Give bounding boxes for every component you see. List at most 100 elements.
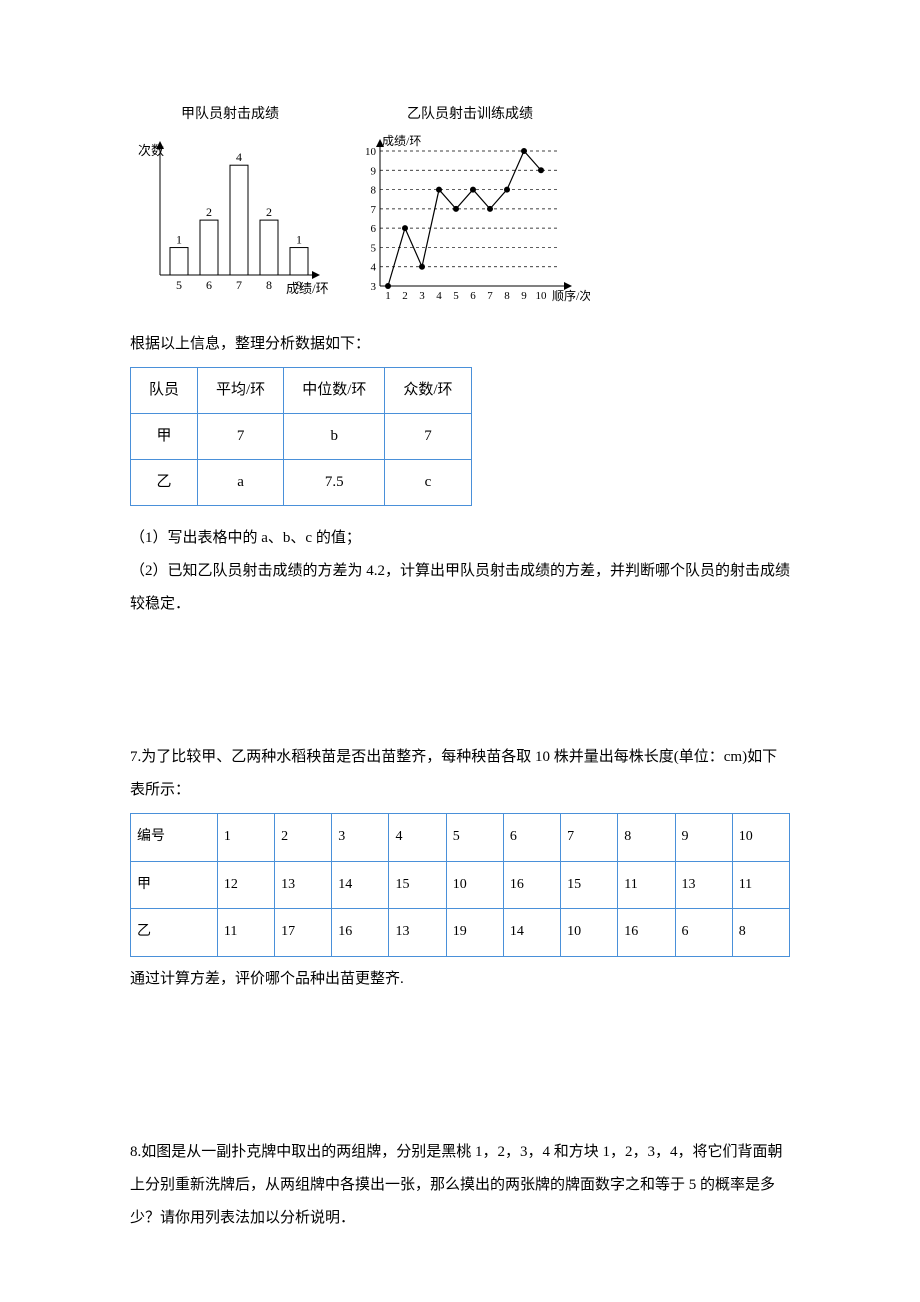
stats-h1: 平均/环: [198, 367, 284, 413]
svg-text:2: 2: [402, 290, 408, 302]
cell: 编号: [131, 813, 218, 861]
cell: 乙: [131, 459, 198, 505]
svg-text:1: 1: [385, 290, 391, 302]
stats-h3: 众数/环: [385, 367, 471, 413]
intro-text: 根据以上信息，整理分析数据如下：: [130, 328, 790, 361]
svg-text:4: 4: [436, 290, 442, 302]
svg-text:5: 5: [453, 290, 459, 302]
cell: 16: [503, 861, 560, 909]
cell: 7: [198, 413, 284, 459]
svg-text:9: 9: [296, 278, 302, 292]
stats-h2: 中位数/环: [284, 367, 385, 413]
stats-header-row: 队员 平均/环 中位数/环 众数/环: [131, 367, 472, 413]
cell: 甲: [131, 413, 198, 459]
svg-text:6: 6: [371, 223, 377, 235]
cell: 11: [618, 861, 675, 909]
q8-line: 8.如图是从一副扑克牌中取出的两组牌，分别是黑桃 1，2，3，4 和方块 1，2…: [130, 1136, 790, 1235]
svg-text:8: 8: [266, 278, 272, 292]
cell: 10: [732, 813, 789, 861]
svg-text:6: 6: [206, 278, 212, 292]
table-row: 编号12345678910: [131, 813, 790, 861]
svg-text:1: 1: [176, 232, 182, 246]
svg-text:2: 2: [206, 205, 212, 219]
cell: b: [284, 413, 385, 459]
q7-text2: 通过计算方差，评价哪个品种出苗更整齐.: [130, 963, 790, 996]
svg-text:成绩/环: 成绩/环: [286, 281, 329, 296]
stats-h0: 队员: [131, 367, 198, 413]
cell: 3: [332, 813, 389, 861]
cell: 16: [332, 909, 389, 957]
q7-line1: 7.为了比较甲、乙两种水稻秧苗是否出苗整齐，每种秧苗各取 10 株并量出每株长度…: [130, 741, 790, 807]
stats-row-1: 乙 a 7.5 c: [131, 459, 472, 505]
svg-text:7: 7: [371, 204, 377, 216]
chart1-title: 甲队员射击成绩: [130, 100, 330, 131]
cell: 19: [446, 909, 503, 957]
cell: 10: [561, 909, 618, 957]
cell: 5: [446, 813, 503, 861]
spacer: [130, 621, 790, 741]
cell: 1: [217, 813, 274, 861]
cell: 11: [732, 861, 789, 909]
cell: 16: [618, 909, 675, 957]
cell: 7.5: [284, 459, 385, 505]
svg-text:4: 4: [236, 150, 242, 164]
svg-text:9: 9: [371, 165, 377, 177]
cell: 15: [389, 861, 446, 909]
line-chart: 乙队员射击训练成绩 成绩/环顺序/次34567891012345678910: [350, 100, 590, 308]
q8-text: 如图是从一副扑克牌中取出的两组牌，分别是黑桃 1，2，3，4 和方块 1，2，3…: [130, 1144, 783, 1226]
cell: 乙: [131, 909, 218, 957]
svg-text:成绩/环: 成绩/环: [382, 134, 421, 148]
cell: 6: [675, 909, 732, 957]
cell: 8: [732, 909, 789, 957]
q6-part1: （1）写出表格中的 a、b、c 的值；: [130, 522, 790, 555]
cell: 10: [446, 861, 503, 909]
svg-text:3: 3: [419, 290, 425, 302]
data-table: 编号12345678910甲12131415101615111311乙11171…: [130, 813, 790, 957]
q7-prefix: 7.: [130, 749, 141, 765]
cell: 2: [275, 813, 332, 861]
spacer: [130, 996, 790, 1136]
svg-text:1: 1: [296, 232, 302, 246]
cell: 12: [217, 861, 274, 909]
svg-text:9: 9: [521, 290, 527, 302]
stats-table: 队员 平均/环 中位数/环 众数/环 甲 7 b 7 乙 a 7.5 c: [130, 367, 472, 506]
q6-part2: （2）已知乙队员射击成绩的方差为 4.2，计算出甲队员射击成绩的方差，并判断哪个…: [130, 555, 790, 621]
svg-text:2: 2: [266, 205, 272, 219]
bar-chart-svg: 次数成绩/环1526472819: [130, 133, 330, 303]
svg-text:8: 8: [371, 184, 377, 196]
svg-text:6: 6: [470, 290, 476, 302]
bar-chart: 甲队员射击成绩 次数成绩/环1526472819: [130, 100, 330, 308]
cell: 7: [561, 813, 618, 861]
cell: 17: [275, 909, 332, 957]
cell: c: [385, 459, 471, 505]
cell: 14: [503, 909, 560, 957]
chart2-title: 乙队员射击训练成绩: [350, 100, 590, 131]
stats-row-0: 甲 7 b 7: [131, 413, 472, 459]
cell: 11: [217, 909, 274, 957]
svg-text:3: 3: [371, 281, 377, 293]
cell: 甲: [131, 861, 218, 909]
cell: 14: [332, 861, 389, 909]
cell: 15: [561, 861, 618, 909]
svg-text:5: 5: [176, 278, 182, 292]
cell: 13: [389, 909, 446, 957]
svg-text:8: 8: [504, 290, 510, 302]
svg-text:10: 10: [536, 290, 548, 302]
svg-text:次数: 次数: [138, 143, 164, 158]
charts-row: 甲队员射击成绩 次数成绩/环1526472819 乙队员射击训练成绩 成绩/环顺…: [130, 100, 790, 308]
svg-text:10: 10: [365, 146, 377, 158]
table-row: 甲12131415101615111311: [131, 861, 790, 909]
table-row: 乙111716131914101668: [131, 909, 790, 957]
cell: 8: [618, 813, 675, 861]
cell: a: [198, 459, 284, 505]
q8-prefix: 8.: [130, 1144, 141, 1160]
cell: 7: [385, 413, 471, 459]
svg-text:7: 7: [487, 290, 493, 302]
cell: 9: [675, 813, 732, 861]
svg-text:5: 5: [371, 242, 377, 254]
line-chart-svg: 成绩/环顺序/次34567891012345678910: [350, 133, 590, 308]
svg-text:顺序/次: 顺序/次: [552, 288, 590, 303]
cell: 6: [503, 813, 560, 861]
svg-text:4: 4: [371, 262, 377, 274]
cell: 4: [389, 813, 446, 861]
